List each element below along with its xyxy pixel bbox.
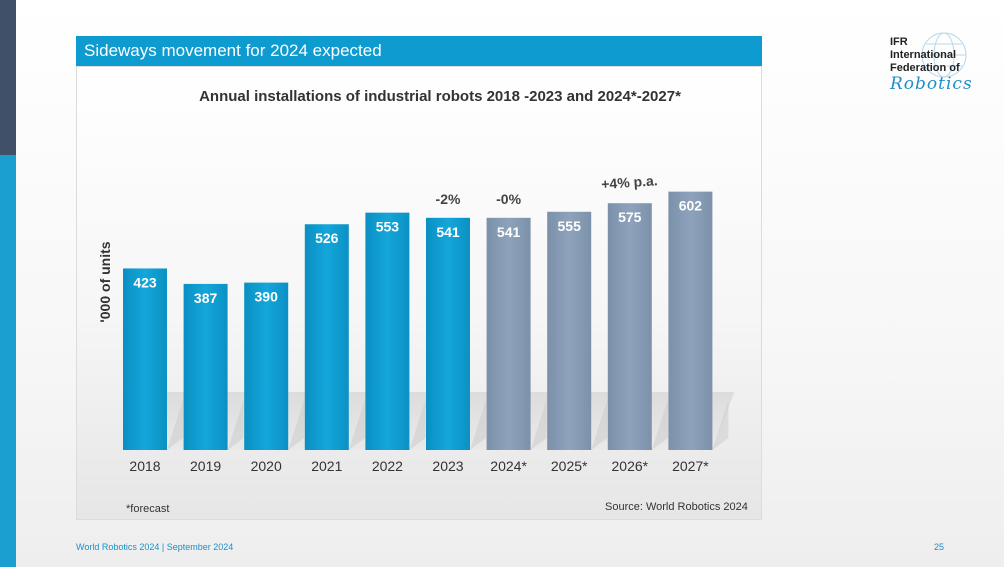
- data-label: 575: [618, 209, 642, 225]
- x-tick-label: 2024*: [490, 458, 527, 474]
- bar-2026f: [607, 203, 652, 450]
- side-accent-blue: [0, 155, 16, 567]
- logo-line-4: Robotics: [890, 74, 973, 94]
- logo-line-3: Federation of: [890, 62, 960, 74]
- bar-shadow: [409, 400, 426, 450]
- x-tick-label: 2021: [311, 458, 342, 474]
- growth-annotation: -2%: [436, 191, 461, 207]
- bar-shadow: [712, 400, 729, 450]
- data-label: 387: [194, 290, 218, 306]
- data-label: 390: [255, 289, 279, 305]
- bar-shadow: [348, 400, 365, 450]
- ifr-logo: IFR International Federation of Robotics: [890, 36, 990, 96]
- data-label: 553: [376, 219, 400, 235]
- bar-2020: [244, 282, 289, 450]
- bar-2024f: [486, 217, 531, 450]
- bar-2027f: [668, 191, 713, 451]
- bar-shadow: [651, 400, 668, 450]
- data-label: 541: [497, 224, 521, 240]
- growth-annotation: -0%: [496, 191, 521, 207]
- bar-shadow: [167, 400, 183, 450]
- footer-text: World Robotics 2024 | September 2024: [76, 542, 234, 552]
- page-number: 25: [934, 542, 945, 552]
- bar-shadow: [591, 400, 608, 450]
- data-label: 602: [679, 198, 703, 214]
- bar-2019: [183, 283, 228, 450]
- forecast-footnote: *forecast: [126, 503, 170, 515]
- x-tick-label: 2018: [129, 458, 160, 474]
- bar-shadow: [530, 400, 547, 450]
- slide-title: Sideways movement for 2024 expected: [76, 36, 762, 66]
- x-tick-label: 2027*: [672, 458, 709, 474]
- logo-line-1: IFR: [890, 36, 908, 48]
- bar-2021: [304, 224, 349, 450]
- data-label: 526: [315, 230, 339, 246]
- x-tick-label: 2020: [251, 458, 282, 474]
- y-axis-label: '000 of units: [97, 241, 113, 322]
- bar-shadow: [288, 400, 305, 450]
- x-tick-label: 2023: [432, 458, 463, 474]
- data-label: 555: [558, 218, 582, 234]
- bar-shadow: [227, 400, 244, 450]
- growth-annotation: +4% p.a.: [601, 172, 658, 192]
- source-note: Source: World Robotics 2024: [605, 501, 748, 513]
- bar-2025f: [547, 211, 592, 450]
- x-tick-label: 2026*: [612, 458, 649, 474]
- side-accent-dark: [0, 0, 16, 155]
- x-tick-label: 2019: [190, 458, 221, 474]
- chart-title: Annual installations of industrial robot…: [199, 88, 681, 105]
- bar-2018: [123, 268, 167, 450]
- data-label: 541: [436, 224, 460, 240]
- bar-2023: [426, 217, 470, 450]
- x-tick-label: 2022: [372, 458, 403, 474]
- x-tick-label: 2025*: [551, 458, 588, 474]
- globe-icon: [921, 32, 967, 78]
- bar-2022: [365, 212, 410, 450]
- logo-line-2: International: [890, 49, 957, 61]
- data-label: 423: [133, 274, 157, 290]
- bar-shadow: [470, 400, 486, 450]
